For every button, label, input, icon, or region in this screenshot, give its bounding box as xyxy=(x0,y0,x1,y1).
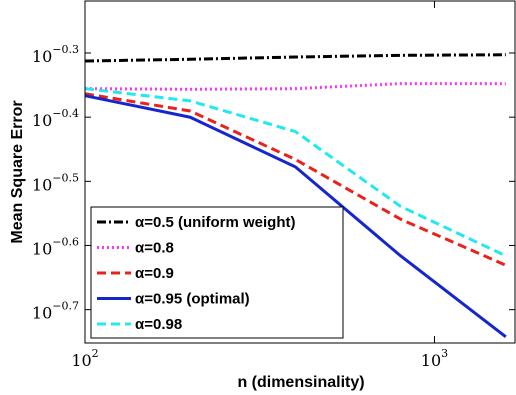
plot-frame xyxy=(84,0,516,344)
x-axis-label: n (dimensinality) xyxy=(237,374,364,391)
legend-label: α=0.5 (uniform weight) xyxy=(135,214,295,231)
series-line xyxy=(84,92,507,267)
y-axis-label: Mean Square Error xyxy=(9,100,26,243)
legend-label: α=0.95 (optimal) xyxy=(135,290,250,307)
series-line xyxy=(84,82,506,91)
legend-label: α=0.98 xyxy=(135,316,182,333)
legend-label: α=0.8 xyxy=(135,239,174,256)
tick-label: 10−0.7 xyxy=(32,300,79,323)
tick-label: 102 xyxy=(71,347,98,370)
legend-label: α=0.9 xyxy=(135,265,174,282)
legend-box xyxy=(90,206,344,339)
tick-label: 10−0.6 xyxy=(32,235,79,257)
tick-label: 10−0.3 xyxy=(32,43,79,66)
series-line xyxy=(84,94,507,338)
tick-label: 10−0.5 xyxy=(32,171,79,194)
series-line xyxy=(84,87,507,258)
tick-label: 103 xyxy=(421,347,448,370)
series-line xyxy=(84,53,506,63)
tick-label: 10−0.4 xyxy=(32,107,79,130)
